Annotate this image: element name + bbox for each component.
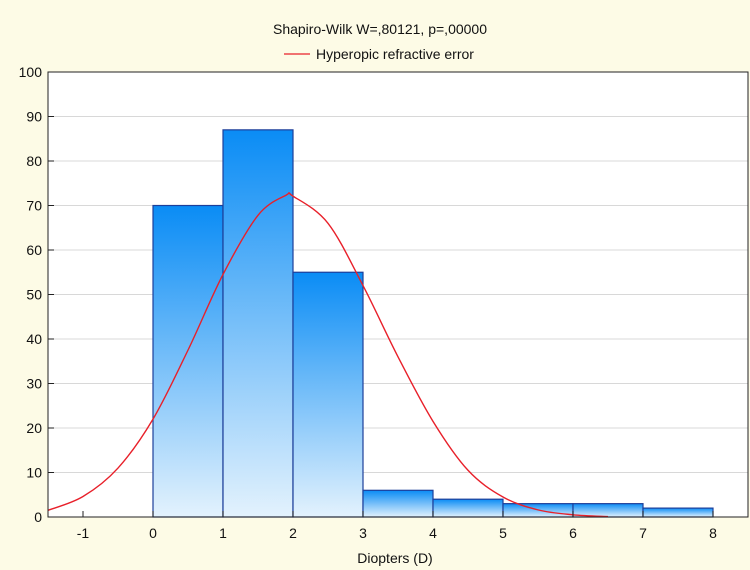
- y-tick-label-70: 70: [26, 198, 42, 214]
- x-tick-label-0: 0: [149, 525, 157, 541]
- x-tick-label-3: 3: [359, 525, 367, 541]
- y-tick-label-60: 60: [26, 242, 42, 258]
- x-axis: -1 0 1 2 3 4 5 6 7 8: [77, 511, 717, 541]
- y-tick-label-30: 30: [26, 376, 42, 392]
- x-axis-title: Diopters (D): [357, 550, 432, 566]
- normal-curve: [48, 192, 609, 517]
- bar-2: [292, 271, 364, 518]
- bar-4: [432, 498, 504, 518]
- y-tick-label-0: 0: [34, 509, 42, 525]
- x-tick-label-5: 5: [499, 525, 507, 541]
- y-tick-label-50: 50: [26, 287, 42, 303]
- x-tick-label-7: 7: [639, 525, 647, 541]
- y-tick-label-100: 100: [19, 64, 43, 80]
- bar-1: [222, 129, 294, 518]
- x-tick-label-6: 6: [569, 525, 577, 541]
- x-tick-label-8: 8: [709, 525, 717, 541]
- bar-7: [642, 507, 714, 518]
- bar-0: [152, 204, 224, 518]
- y-tick-label-10: 10: [26, 465, 42, 481]
- legend: Hyperopic refractive error: [284, 46, 474, 62]
- x-tick-label-1: 1: [219, 525, 227, 541]
- y-tick-label-90: 90: [26, 109, 42, 125]
- y-tick-label-80: 80: [26, 153, 42, 169]
- x-tick-label-2: 2: [289, 525, 297, 541]
- x-tick-label-4: 4: [429, 525, 437, 541]
- chart-title: Shapiro-Wilk W=,80121, p=,00000: [273, 21, 487, 37]
- bar-3: [362, 489, 434, 518]
- y-axis: 0 10 20 30 40 50 60 70 80 90 100: [19, 64, 54, 525]
- legend-label: Hyperopic refractive error: [316, 46, 474, 62]
- x-tick-label--1: -1: [77, 525, 90, 541]
- y-tick-label-20: 20: [26, 420, 42, 436]
- y-tick-label-40: 40: [26, 331, 42, 347]
